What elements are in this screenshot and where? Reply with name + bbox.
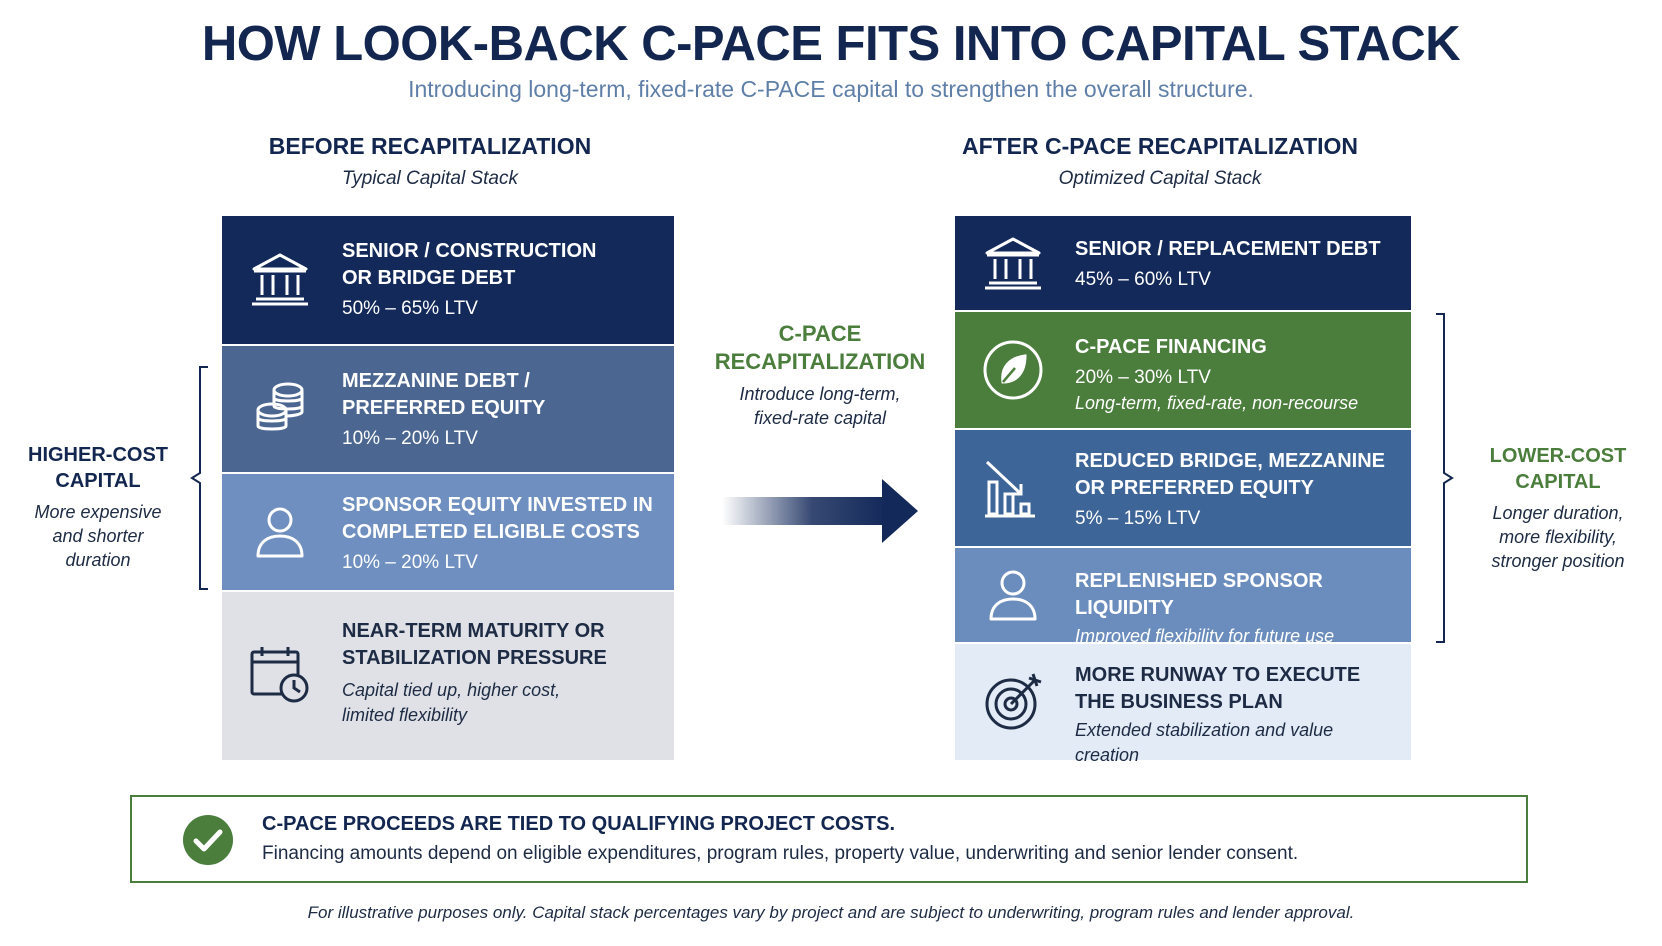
after-block-cpace-financing: C-PACE FINANCING 20% – 30% LTV Long-term… [955,312,1411,428]
before-block-mezzanine: MEZZANINE DEBT / PREFERRED EQUITY 10% – … [222,346,674,472]
note-title: C-PACE PROCEEDS ARE TIED TO QUALIFYING P… [262,813,896,835]
block-title: REPLENISHED SPONSOR LIQUIDITY [1075,570,1323,619]
block-title: OR PREFERRED EQUITY [1075,477,1314,499]
transition-desc: fixed-rate capital [753,408,887,428]
after-block-senior-debt: SENIOR / REPLACEMENT DEBT 45% – 60% LTV [955,216,1411,310]
after-heading-group: AFTER C-PACE RECAPITALIZATION Optimized … [940,133,1380,190]
block-ltv: 5% – 15% LTV [1075,508,1201,529]
qualifying-costs-note: C-PACE PROCEEDS ARE TIED TO QUALIFYING P… [130,795,1528,883]
page-subtitle: Introducing long-term, fixed-rate C-PACE… [408,76,1254,102]
before-subheading: Typical Capital Stack [342,168,518,189]
leaf-icon [981,338,1045,402]
block-title: C-PACE FINANCING [1075,336,1267,358]
block-desc: Capital tied up, higher cost, [342,680,561,700]
side-heading: CAPITAL [55,470,141,492]
after-block-business-plan: MORE RUNWAY TO EXECUTE THE BUSINESS PLAN… [955,644,1411,765]
before-block-senior-debt: SENIOR / CONSTRUCTION OR BRIDGE DEBT 50%… [222,216,674,344]
block-title: THE BUSINESS PLAN [1075,691,1283,713]
side-heading: LOWER-COST [1489,445,1627,467]
after-block-sponsor-liquidity: REPLENISHED SPONSOR LIQUIDITY Improved f… [955,548,1411,646]
bank-icon [248,247,312,311]
block-desc: Extended stabilization and value creatio… [1075,720,1334,765]
bank-icon [981,231,1045,295]
block-title: NEAR-TERM MATURITY OR [342,620,605,642]
block-title: MEZZANINE DEBT / [342,370,530,392]
block-desc: Long-term, fixed-rate, non-recourse [1075,393,1359,413]
block-ltv: 10% – 20% LTV [342,428,478,449]
disclaimer: For illustrative purposes only. Capital … [307,903,1355,922]
side-desc: more flexibility, [1499,527,1617,547]
before-capital-stack: SENIOR / CONSTRUCTION OR BRIDGE DEBT 50%… [222,216,674,760]
after-block-reduced-bridge: REDUCED BRIDGE, MEZZANINE OR PREFERRED E… [955,430,1411,546]
target-icon [981,670,1045,734]
after-subheading: Optimized Capital Stack [1058,168,1262,189]
block-desc: Improved flexibility for future use [1075,626,1335,646]
note-desc: Financing amounts depend on eligible exp… [262,843,1299,864]
after-heading: AFTER C-PACE RECAPITALIZATION [961,133,1359,159]
side-desc: Longer duration, [1492,503,1624,523]
before-heading-group: BEFORE RECAPITALIZATION Typical Capital … [210,133,650,190]
transition-label: C-PACE RECAPITALIZATION Introduce long-t… [700,320,940,430]
page-title: HOW LOOK-BACK C-PACE FITS INTO CAPITAL S… [201,17,1461,71]
block-ltv: 50% – 65% LTV [342,298,478,319]
side-desc: and shorter [52,526,144,546]
block-ltv: 10% – 20% LTV [342,552,478,573]
block-ltv: 20% – 30% LTV [1075,367,1211,388]
block-title: SPONSOR EQUITY INVESTED IN [342,494,653,516]
block-title: STABILIZATION PRESSURE [342,647,607,669]
person-icon [981,563,1045,627]
block-title: COMPLETED ELIGIBLE COSTS [342,521,640,543]
block-title: OR BRIDGE DEBT [342,267,516,289]
higher-cost-label: HIGHER-COST CAPITAL More expensive and s… [14,442,182,572]
calendar-clock-icon [248,642,312,706]
block-title: PREFERRED EQUITY [342,397,546,419]
lower-cost-label: LOWER-COST CAPITAL Longer duration, more… [1466,443,1650,573]
block-title: MORE RUNWAY TO EXECUTE [1075,664,1361,686]
coins-icon [248,376,312,440]
declining-chart-icon [981,456,1045,520]
right-bracket [1436,313,1454,643]
check-circle-icon [183,815,233,865]
before-heading: BEFORE RECAPITALIZATION [268,133,592,159]
after-capital-stack: SENIOR / REPLACEMENT DEBT 45% – 60% LTV … [955,216,1411,765]
block-title: SENIOR / CONSTRUCTION [342,240,597,262]
transition-desc: Introduce long-term, [739,384,901,404]
side-heading: CAPITAL [1515,471,1601,493]
right-arrow-icon [722,479,918,543]
person-icon [248,500,312,564]
block-title: REDUCED BRIDGE, MEZZANINE [1075,450,1386,472]
block-ltv: 45% – 60% LTV [1075,269,1211,290]
side-desc: duration [65,550,131,570]
block-title: SENIOR / REPLACEMENT DEBT [1075,238,1381,260]
transition-heading: RECAPITALIZATION [714,349,926,374]
transition-heading: C-PACE [778,321,862,346]
side-desc: More expensive [34,502,162,522]
block-desc: limited flexibility [342,705,468,725]
left-bracket [190,366,208,590]
before-block-sponsor-equity: SPONSOR EQUITY INVESTED IN COMPLETED ELI… [222,474,674,590]
side-heading: HIGHER-COST [28,444,168,466]
before-block-maturity-pressure: NEAR-TERM MATURITY OR STABILIZATION PRES… [222,592,674,760]
side-desc: stronger position [1491,551,1625,571]
